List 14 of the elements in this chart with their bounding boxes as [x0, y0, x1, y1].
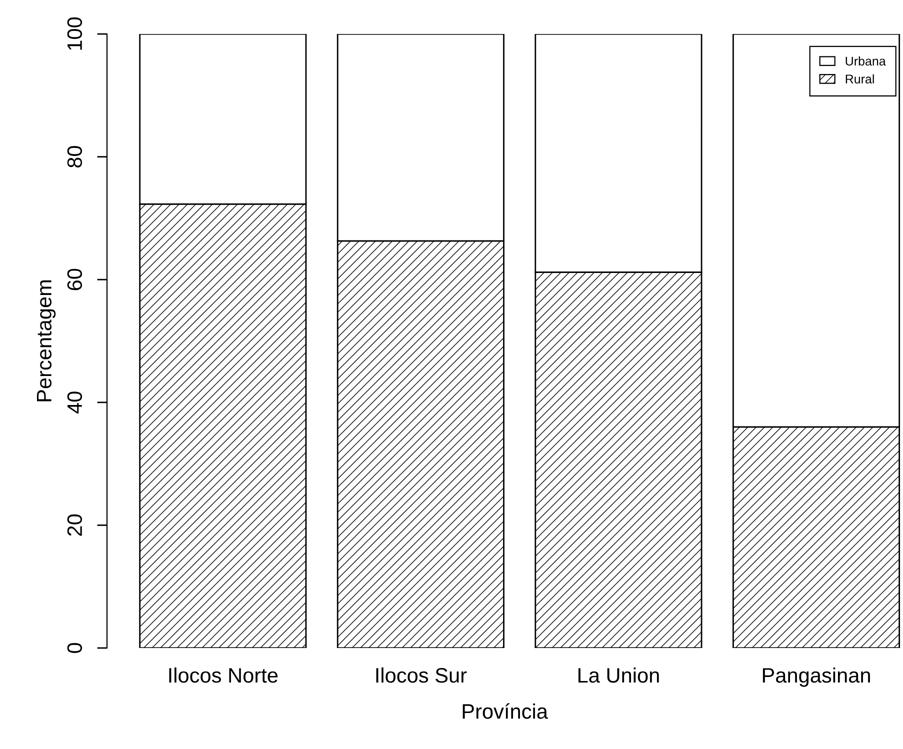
y-tick-label: 20 [67, 514, 82, 536]
x-tick-label: Ilocos Sur [376, 667, 467, 683]
y-tick-label: 80 [67, 146, 82, 168]
y-axis-title: Percentagem [36, 280, 56, 402]
x-tick-label: Pangasinan [762, 667, 870, 687]
y-tick-label: 40 [67, 392, 82, 414]
x-axis-title: Província [462, 703, 548, 719]
x-tick-label: Ilocos Norte [169, 667, 278, 683]
legend-label: Rural [846, 74, 874, 84]
y-tick-label: 60 [67, 268, 82, 290]
x-tick-label: La Union [578, 667, 659, 683]
legend-label: Urbana [846, 56, 886, 66]
y-tick-label: 0 [67, 643, 82, 653]
y-tick-label: 100 [67, 17, 82, 50]
